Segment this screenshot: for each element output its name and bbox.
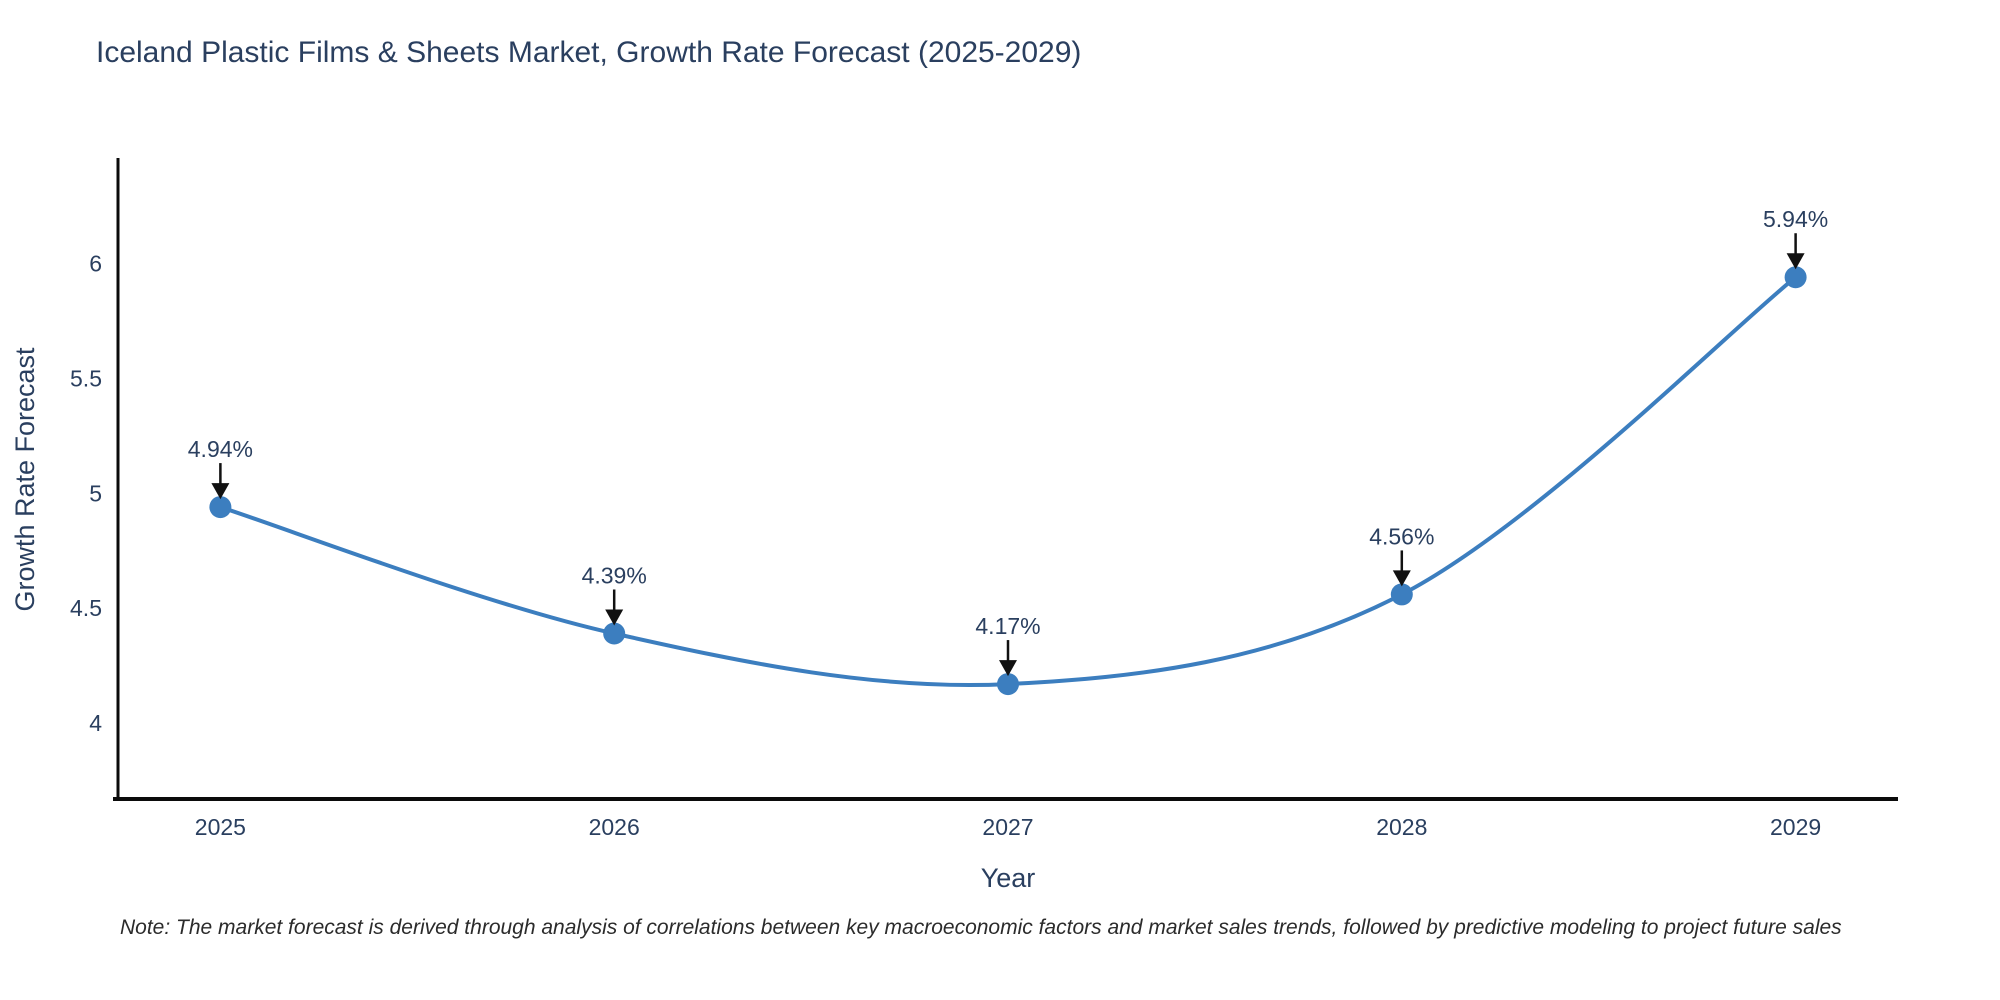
data-point-marker [209,496,232,519]
x-axis-title: Year [981,863,1036,893]
point-value-label: 4.17% [975,613,1040,639]
x-tick-label: 2025 [195,814,246,840]
annotation-arrowhead-icon [1786,253,1805,270]
point-value-label: 4.56% [1369,523,1434,549]
annotation-arrowhead-icon [1392,570,1411,587]
footnote-text: Note: The market forecast is derived thr… [120,916,1842,939]
point-value-label: 4.94% [188,436,253,462]
x-tick-label: 2026 [589,814,640,840]
y-tick-label: 5.5 [70,365,102,391]
point-value-label: 5.94% [1763,206,1828,232]
x-tick-label: 2028 [1376,814,1427,840]
point-value-label: 4.39% [582,563,647,589]
annotation-arrowhead-icon [211,483,230,500]
data-point-marker [603,622,626,645]
data-point-marker [1784,266,1807,289]
y-tick-label: 6 [89,250,102,276]
y-tick-label: 4 [89,710,102,736]
x-tick-label: 2027 [982,814,1033,840]
annotation-arrowhead-icon [999,660,1017,677]
chart-title: Iceland Plastic Films & Sheets Market, G… [96,36,1082,69]
annotation-arrowhead-icon [605,609,624,626]
y-axis-title: Growth Rate Forecast [10,347,40,612]
y-tick-label: 4.5 [70,595,102,621]
x-tick-label: 2029 [1770,814,1821,840]
data-point-marker [997,673,1019,696]
y-tick-label: 5 [89,480,102,506]
data-point-marker [1390,583,1413,606]
